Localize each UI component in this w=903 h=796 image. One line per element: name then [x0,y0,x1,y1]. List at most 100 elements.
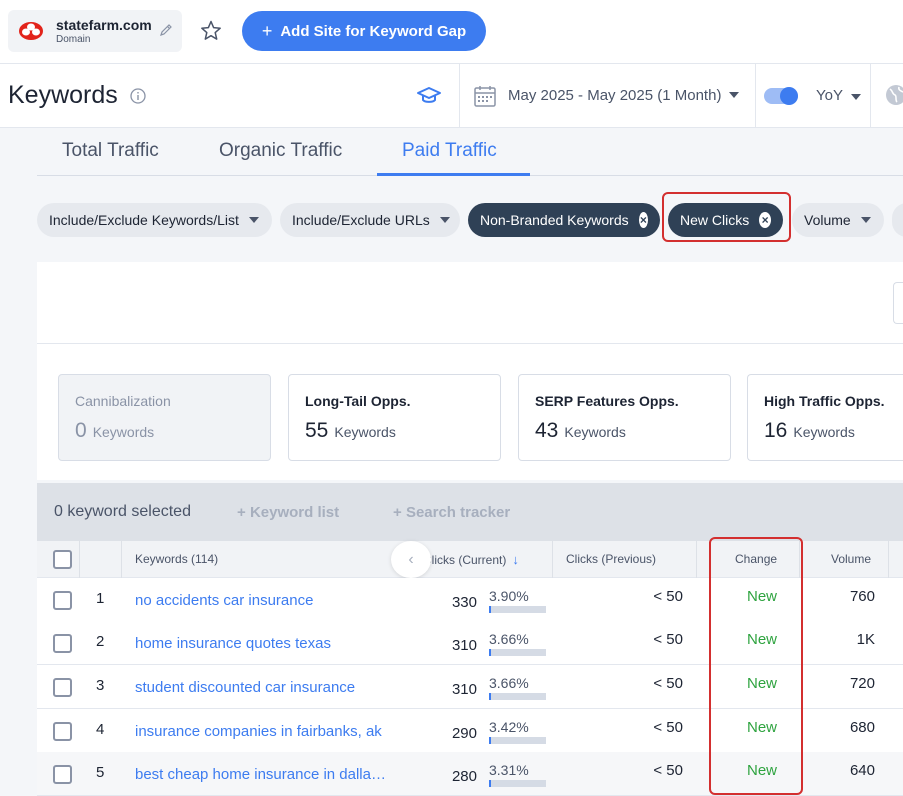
opportunity-card-high-traffic[interactable]: High Traffic Opps. 16 Keywords [747,374,903,461]
sort-down-arrow-icon: ↓ [512,552,519,567]
clicks-share-percent: 3.66% [489,631,529,647]
chevron-down-icon[interactable] [729,92,739,98]
include-exclude-urls-filter[interactable]: Include/Exclude URLs [280,203,460,237]
clicks-share-bar [489,737,546,744]
header-divider [870,64,871,128]
clicks-share-bar [489,649,546,656]
globe-icon[interactable] [884,83,903,107]
clicks-share-percent: 3.42% [489,719,529,735]
row-checkbox[interactable] [53,634,72,653]
more-filters[interactable] [892,203,903,237]
opportunity-card-serp-features[interactable]: SERP Features Opps. 43 Keywords [518,374,731,461]
volume-filter[interactable]: Volume [792,203,884,237]
clicks-share-bar-fill [489,693,491,700]
keyword-link[interactable]: best cheap home insurance in dallas texa… [135,766,391,783]
column-divider [121,541,122,578]
remove-filter-icon[interactable]: × [759,212,771,228]
row-checkbox[interactable] [53,765,72,784]
add-to-keyword-list-button[interactable]: + Keyword list [237,504,340,521]
edit-pencil-icon[interactable] [158,22,174,38]
row-checkbox[interactable] [53,678,72,697]
row-checkbox[interactable] [53,591,72,610]
chevron-down-icon [860,217,871,223]
star-icon[interactable] [199,19,223,43]
include-exclude-keywords-filter[interactable]: Include/Exclude Keywords/List [37,203,272,237]
opportunity-count: 16 Keywords [764,419,855,442]
add-to-search-tracker-button[interactable]: + Search tracker [393,504,511,521]
row-checkbox[interactable] [53,722,72,741]
non-branded-keywords-filter[interactable]: Non-Branded Keywords × [468,203,660,237]
domain-selector[interactable]: statefarm.com Domain [8,10,182,52]
compare-toggle[interactable] [764,87,798,105]
clicks-share-bar [489,693,546,700]
clicks-previous-value: < 50 [653,631,683,648]
panel-control[interactable] [893,282,903,324]
change-value: New [746,675,777,692]
clicks-previous-value: < 50 [653,762,683,779]
opportunity-title: Long-Tail Opps. [305,393,411,409]
row-rank: 3 [96,677,105,694]
change-value: New [746,762,777,779]
remove-filter-icon[interactable]: × [638,212,648,228]
graduation-cap-icon[interactable] [416,84,442,108]
add-site-label: Add Site for Keyword Gap [280,22,467,40]
row-rank: 4 [96,721,105,738]
keyword-link[interactable]: insurance companies in fairbanks, ak [135,723,382,740]
table-row[interactable]: 4 insurance companies in fairbanks, ak 290… [37,709,903,753]
clicks-previous-value: < 50 [653,675,683,692]
chevron-down-icon[interactable] [851,94,861,100]
select-all-checkbox[interactable] [53,550,72,569]
column-header-keywords[interactable]: Keywords (114) [135,552,219,566]
change-value: New [746,588,777,605]
clicks-share-bar-fill [489,737,491,744]
page-title: Keywords [8,81,118,109]
opportunity-title: Cannibalization [75,393,171,409]
column-divider [552,541,553,578]
highlight-annotation [662,192,791,242]
statefarm-logo-icon [19,22,43,40]
top-bar: statefarm.com Domain + Add Site for Keyw… [0,0,903,64]
clicks-share-percent: 3.90% [489,588,529,604]
date-range-selector[interactable]: May 2025 - May 2025 (1 Month) [508,87,722,104]
clicks-current-value: 310 [451,637,477,654]
traffic-tabs: Total Traffic Organic Traffic Paid Traff… [37,128,903,176]
filter-label: Volume [804,212,851,228]
volume-value: 680 [849,719,875,736]
calendar-icon[interactable] [473,84,497,108]
keyword-link[interactable]: home insurance quotes texas [135,635,331,652]
column-divider [888,541,889,578]
header-divider [459,64,460,128]
panel-divider [37,343,903,344]
column-header-volume[interactable]: Volume [831,552,872,566]
info-icon[interactable] [130,88,146,104]
new-clicks-filter[interactable]: New Clicks × [668,203,783,237]
toggle-knob [780,87,798,105]
add-site-for-keyword-gap-button[interactable]: + Add Site for Keyword Gap [242,11,486,51]
table-row[interactable]: 2 home insurance quotes texas 310 3.66% < 50… [37,621,903,665]
compare-period-selector[interactable]: YoY [816,87,843,104]
table-row[interactable]: 3 student discounted car insurance 310 3.66… [37,665,903,709]
tab-organic-traffic[interactable]: Organic Traffic [219,140,343,161]
domain-name: statefarm.com [56,17,152,33]
keyword-link[interactable]: no accidents car insurance [135,592,314,609]
opportunity-card-cannibalization: Cannibalization 0 Keywords [58,374,271,461]
column-header-clicks-previous[interactable]: Clicks (Previous) [566,552,657,566]
clicks-previous-value: < 50 [653,719,683,736]
column-divider [799,541,800,578]
opportunity-title: SERP Features Opps. [535,393,679,409]
scroll-left-chevron-icon[interactable]: ‹ [391,541,431,578]
opportunity-title: High Traffic Opps. [764,393,885,409]
volume-value: 640 [849,762,875,779]
clicks-share-bar-fill [489,649,491,656]
filter-label: New Clicks [680,212,750,228]
keyword-link[interactable]: student discounted car insurance [135,679,356,696]
selection-count: 0 keyword selected [54,503,191,520]
clicks-share-percent: 3.31% [489,762,529,778]
column-header-change[interactable]: Change [735,552,778,566]
tab-paid-traffic[interactable]: Paid Traffic [402,140,497,161]
page-header: Keywords May 2025 - May 2025 (1 Month) Y… [0,64,903,128]
volume-value: 760 [849,588,875,605]
column-header-clicks-current[interactable]: Clicks (Current) ↓ [423,552,519,567]
tab-total-traffic[interactable]: Total Traffic [62,140,159,161]
opportunity-card-long-tail[interactable]: Long-Tail Opps. 55 Keywords [288,374,501,461]
